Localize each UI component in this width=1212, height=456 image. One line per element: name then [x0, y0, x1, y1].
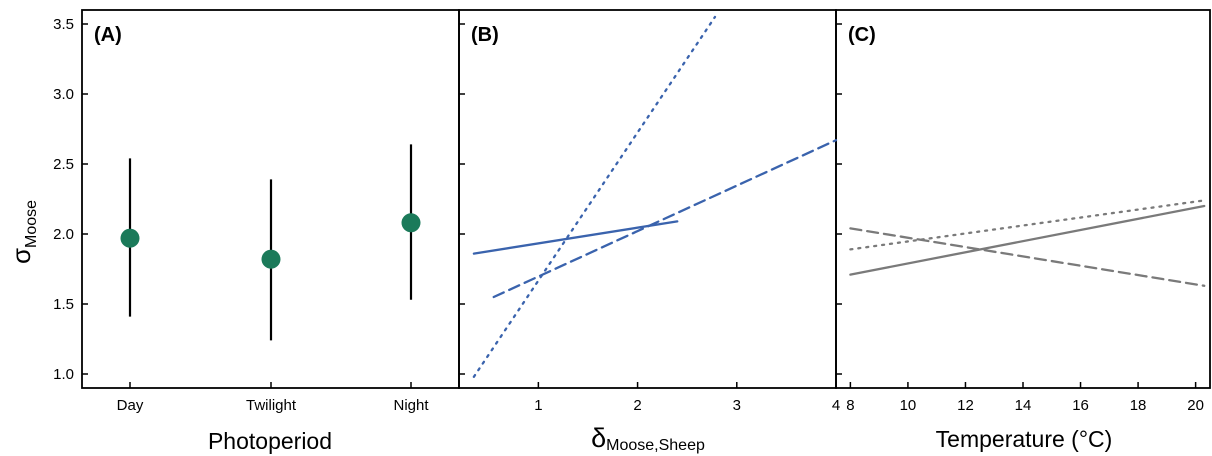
series-line-dotted: [849, 199, 1206, 251]
x-tick-label: 2: [633, 397, 641, 414]
data-point: [261, 249, 281, 269]
y-axis-subscript: Moose: [23, 200, 40, 248]
series-line-dotted: [472, 15, 717, 378]
x-tick-label: 10: [900, 397, 917, 414]
y-tick-label: 3.0: [53, 86, 74, 103]
series-line-solid: [472, 220, 679, 255]
panel-b-xlabel-symbol: δ: [591, 423, 606, 453]
panel-c-frame: [835, 9, 1211, 389]
x-tick-label: 3: [733, 397, 741, 414]
panel-b-plot: 1 2 3 4: [472, 15, 840, 414]
x-tick-label: Day: [117, 397, 144, 414]
panel-a-plot: Day Twilight Night: [117, 144, 429, 414]
x-tick-label: 16: [1072, 397, 1089, 414]
data-point: [120, 228, 140, 248]
x-tick-label: 8: [846, 397, 854, 414]
panel-a-label: (A): [94, 24, 122, 46]
panel-b-label: (B): [471, 24, 499, 46]
panel-a-xlabel: Photoperiod: [208, 428, 332, 454]
x-tick-label: Night: [393, 397, 429, 414]
panel-c-xlabel: Temperature (°C): [936, 426, 1113, 452]
y-axis-symbol: σ: [6, 248, 36, 264]
y-axis-title: σMoose: [6, 200, 40, 264]
x-tick-label: 4: [832, 397, 840, 414]
y-tick-label: 3.5: [53, 16, 74, 33]
x-tick-label: 18: [1130, 397, 1147, 414]
panel-c-plot: 8 10 12 14 16 18 20: [846, 199, 1206, 414]
series-line-dashed: [849, 227, 1206, 287]
x-tick-label: 14: [1015, 397, 1032, 414]
x-tick-label: 20: [1187, 397, 1204, 414]
panel-c-label: (C): [848, 24, 876, 46]
y-tick-label: 1.0: [53, 366, 74, 383]
panel-b-frame: [458, 9, 837, 389]
data-point: [401, 213, 421, 233]
y-tick-label: 1.5: [53, 296, 74, 313]
y-tick-label: 2.0: [53, 226, 74, 243]
x-tick-label: 1: [534, 397, 542, 414]
panel-b-xlabel: δMoose,Sheep: [591, 423, 705, 454]
series-line-solid: [849, 204, 1206, 276]
x-tick-label: Twilight: [246, 397, 297, 414]
x-tick-label: 12: [957, 397, 974, 414]
panel-b-xlabel-subscript: Moose,Sheep: [606, 437, 705, 454]
series-line-dashed: [492, 139, 838, 299]
y-tick-label: 2.5: [53, 156, 74, 173]
y-axis-ticks: 1.0 1.5 2.0 2.5 3.0 3.5: [53, 16, 842, 383]
